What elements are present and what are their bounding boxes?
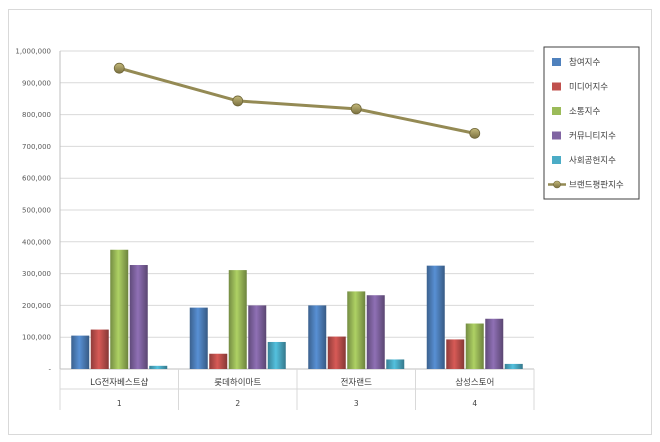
legend-swatch	[552, 82, 561, 91]
y-tick-label: 800,000	[22, 111, 51, 119]
y-tick-label: 600,000	[22, 175, 51, 183]
bar-2-3	[327, 336, 346, 369]
legend-label: 미디어지수	[569, 82, 608, 93]
legend-swatch	[552, 58, 561, 66]
bar-1-4	[426, 265, 445, 369]
category-id-label: 4	[472, 399, 477, 408]
y-tick-label: 400,000	[22, 238, 51, 246]
y-tick-label: -	[48, 366, 51, 374]
legend-swatch	[552, 131, 561, 140]
line-point-4	[469, 127, 481, 139]
category-label: 전자랜드	[341, 377, 372, 388]
category-id-label: 3	[354, 399, 359, 408]
bar-2-2	[209, 353, 228, 369]
category-id-label: 2	[235, 399, 240, 408]
bar-5-2	[267, 341, 286, 369]
bar-1-3	[308, 305, 327, 369]
bar-5-3	[386, 359, 405, 369]
trend-line	[113, 62, 481, 139]
bar-2-1	[90, 329, 109, 369]
y-tick-label: 900,000	[22, 79, 51, 87]
legend-label: 사회공헌지수	[569, 156, 616, 166]
bar-1-2	[189, 307, 208, 369]
bar-3-4	[465, 323, 484, 369]
bar-1-1	[71, 335, 90, 369]
y-tick-label: 200,000	[22, 302, 51, 310]
legend-swatch	[552, 156, 561, 164]
legend-label: 커뮤니티지수	[569, 131, 616, 142]
line-point-3	[350, 103, 362, 115]
category-label: LG전자베스트샵	[90, 377, 148, 388]
y-tick-label: 700,000	[22, 143, 51, 151]
bar-3-3	[347, 291, 366, 369]
bar-5-1	[149, 365, 168, 369]
y-tick-label: 500,000	[22, 207, 51, 215]
category-label: 롯데하이마트	[214, 377, 261, 388]
line-point-1	[113, 62, 125, 74]
legend-box	[543, 46, 640, 200]
legend-swatch	[552, 107, 561, 115]
bar-4-1	[129, 265, 148, 369]
bar-2-4	[446, 339, 465, 369]
bar-4-3	[366, 295, 385, 369]
y-tick-label: 1,000,000	[15, 48, 51, 56]
bar-5-4	[504, 363, 523, 369]
legend-label: 소통지수	[569, 107, 600, 117]
legend-label: 브랜드평판지수	[569, 180, 624, 191]
axis-labels: - 100,000 200,000 300,000 400,000 500,000 600,…	[15, 48, 494, 409]
bar-4-2	[248, 305, 267, 369]
line-series	[118, 66, 476, 135]
bar-3-2	[228, 270, 247, 369]
bar-3-1	[110, 249, 129, 369]
category-label: 삼성스토어	[455, 377, 494, 388]
y-tick-label: 100,000	[22, 334, 51, 342]
bars	[71, 249, 523, 369]
y-tick-label: 300,000	[22, 270, 51, 278]
line-point-2	[232, 95, 244, 107]
category-id-label: 1	[117, 399, 122, 408]
legend-marker-swatch	[553, 180, 561, 189]
legend-label: 참여지수	[569, 57, 600, 68]
bar-4-4	[485, 318, 504, 369]
